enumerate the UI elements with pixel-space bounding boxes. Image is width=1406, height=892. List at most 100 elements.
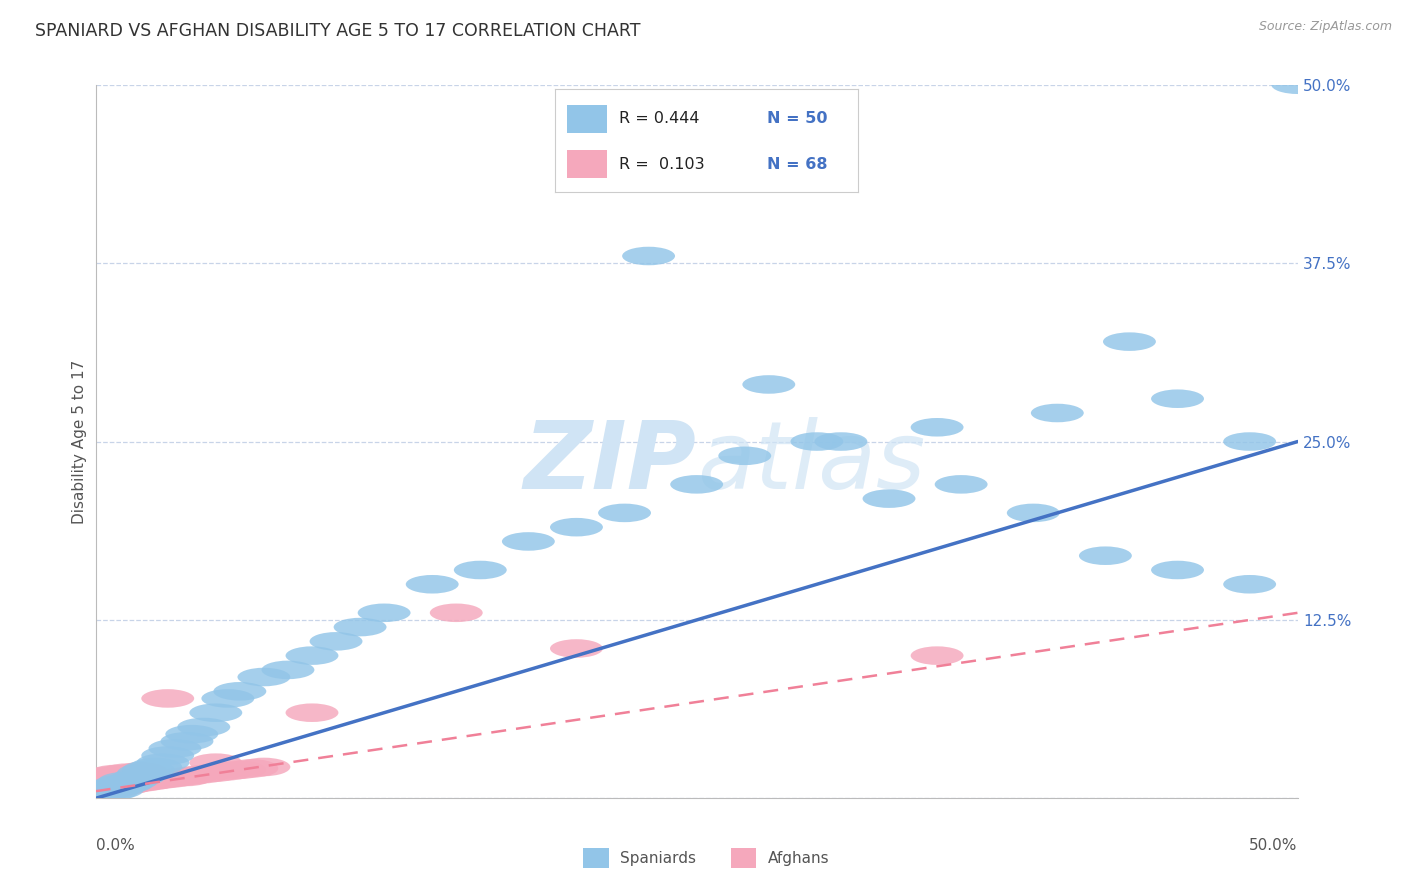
Ellipse shape bbox=[100, 764, 153, 782]
Ellipse shape bbox=[98, 766, 150, 785]
Ellipse shape bbox=[82, 780, 134, 799]
Text: ZIP: ZIP bbox=[524, 417, 697, 509]
Ellipse shape bbox=[814, 433, 868, 450]
Text: N = 50: N = 50 bbox=[768, 112, 828, 127]
Ellipse shape bbox=[89, 779, 141, 797]
Ellipse shape bbox=[550, 640, 603, 657]
Ellipse shape bbox=[79, 779, 132, 797]
Ellipse shape bbox=[82, 768, 134, 786]
Ellipse shape bbox=[1078, 547, 1132, 565]
Ellipse shape bbox=[83, 780, 136, 799]
Ellipse shape bbox=[79, 782, 132, 800]
Ellipse shape bbox=[129, 771, 183, 789]
Ellipse shape bbox=[201, 690, 254, 707]
Text: 50.0%: 50.0% bbox=[1250, 838, 1298, 853]
Ellipse shape bbox=[190, 704, 242, 722]
Ellipse shape bbox=[214, 682, 266, 700]
Ellipse shape bbox=[621, 247, 675, 265]
Ellipse shape bbox=[110, 773, 163, 792]
Text: Afghans: Afghans bbox=[768, 851, 830, 865]
Ellipse shape bbox=[82, 780, 134, 799]
Ellipse shape bbox=[141, 690, 194, 707]
Ellipse shape bbox=[238, 757, 291, 776]
Ellipse shape bbox=[89, 776, 141, 795]
Ellipse shape bbox=[166, 766, 218, 785]
Ellipse shape bbox=[108, 773, 160, 792]
Ellipse shape bbox=[100, 775, 153, 793]
Bar bbox=[568, 104, 607, 133]
Ellipse shape bbox=[82, 778, 134, 797]
Ellipse shape bbox=[430, 604, 482, 622]
Ellipse shape bbox=[117, 764, 170, 782]
Text: 0.0%: 0.0% bbox=[96, 838, 135, 853]
Text: R =  0.103: R = 0.103 bbox=[619, 157, 704, 171]
Ellipse shape bbox=[98, 775, 150, 793]
Ellipse shape bbox=[214, 761, 266, 779]
Ellipse shape bbox=[103, 773, 156, 792]
Ellipse shape bbox=[98, 776, 150, 795]
Ellipse shape bbox=[96, 776, 149, 795]
Ellipse shape bbox=[86, 782, 139, 800]
Ellipse shape bbox=[122, 761, 174, 779]
Ellipse shape bbox=[141, 747, 194, 764]
Ellipse shape bbox=[91, 778, 143, 797]
Ellipse shape bbox=[1152, 390, 1204, 408]
Ellipse shape bbox=[110, 764, 163, 782]
Ellipse shape bbox=[96, 776, 149, 795]
Ellipse shape bbox=[122, 771, 174, 789]
Ellipse shape bbox=[1223, 433, 1277, 450]
Text: SPANIARD VS AFGHAN DISABILITY AGE 5 TO 17 CORRELATION CHART: SPANIARD VS AFGHAN DISABILITY AGE 5 TO 1… bbox=[35, 22, 641, 40]
Bar bbox=[568, 150, 607, 178]
Text: Spaniards: Spaniards bbox=[620, 851, 696, 865]
Ellipse shape bbox=[112, 772, 166, 790]
Ellipse shape bbox=[911, 418, 963, 436]
Ellipse shape bbox=[935, 475, 987, 493]
Ellipse shape bbox=[105, 764, 157, 783]
Ellipse shape bbox=[357, 604, 411, 622]
Ellipse shape bbox=[262, 661, 315, 679]
Ellipse shape bbox=[125, 772, 177, 790]
Ellipse shape bbox=[671, 475, 723, 493]
Ellipse shape bbox=[86, 769, 139, 788]
Ellipse shape bbox=[120, 772, 173, 790]
Ellipse shape bbox=[83, 779, 136, 797]
Ellipse shape bbox=[83, 766, 136, 785]
Ellipse shape bbox=[117, 772, 170, 790]
Ellipse shape bbox=[1152, 561, 1204, 579]
Ellipse shape bbox=[1223, 575, 1277, 593]
Ellipse shape bbox=[146, 769, 200, 788]
Ellipse shape bbox=[1007, 504, 1060, 522]
Ellipse shape bbox=[225, 759, 278, 778]
Ellipse shape bbox=[134, 771, 187, 789]
Ellipse shape bbox=[100, 776, 153, 795]
Ellipse shape bbox=[790, 433, 844, 450]
Ellipse shape bbox=[166, 725, 218, 743]
Ellipse shape bbox=[160, 768, 214, 786]
Ellipse shape bbox=[333, 618, 387, 636]
Ellipse shape bbox=[911, 647, 963, 665]
Ellipse shape bbox=[238, 668, 291, 686]
Ellipse shape bbox=[190, 754, 242, 772]
Ellipse shape bbox=[550, 518, 603, 536]
Ellipse shape bbox=[105, 772, 157, 790]
Ellipse shape bbox=[105, 775, 157, 793]
Ellipse shape bbox=[91, 780, 143, 799]
Ellipse shape bbox=[112, 764, 166, 783]
Text: R = 0.444: R = 0.444 bbox=[619, 112, 699, 127]
Ellipse shape bbox=[100, 775, 153, 793]
Ellipse shape bbox=[91, 776, 143, 795]
Ellipse shape bbox=[177, 718, 231, 736]
Ellipse shape bbox=[201, 762, 254, 780]
Ellipse shape bbox=[177, 764, 231, 783]
Ellipse shape bbox=[153, 768, 207, 786]
Text: N = 68: N = 68 bbox=[768, 157, 828, 171]
Ellipse shape bbox=[86, 778, 139, 797]
Ellipse shape bbox=[89, 764, 141, 783]
Ellipse shape bbox=[93, 775, 146, 793]
Ellipse shape bbox=[98, 772, 150, 790]
Ellipse shape bbox=[76, 783, 129, 802]
Text: atlas: atlas bbox=[697, 417, 925, 508]
Ellipse shape bbox=[149, 739, 201, 757]
Ellipse shape bbox=[285, 704, 339, 722]
Ellipse shape bbox=[93, 775, 146, 793]
